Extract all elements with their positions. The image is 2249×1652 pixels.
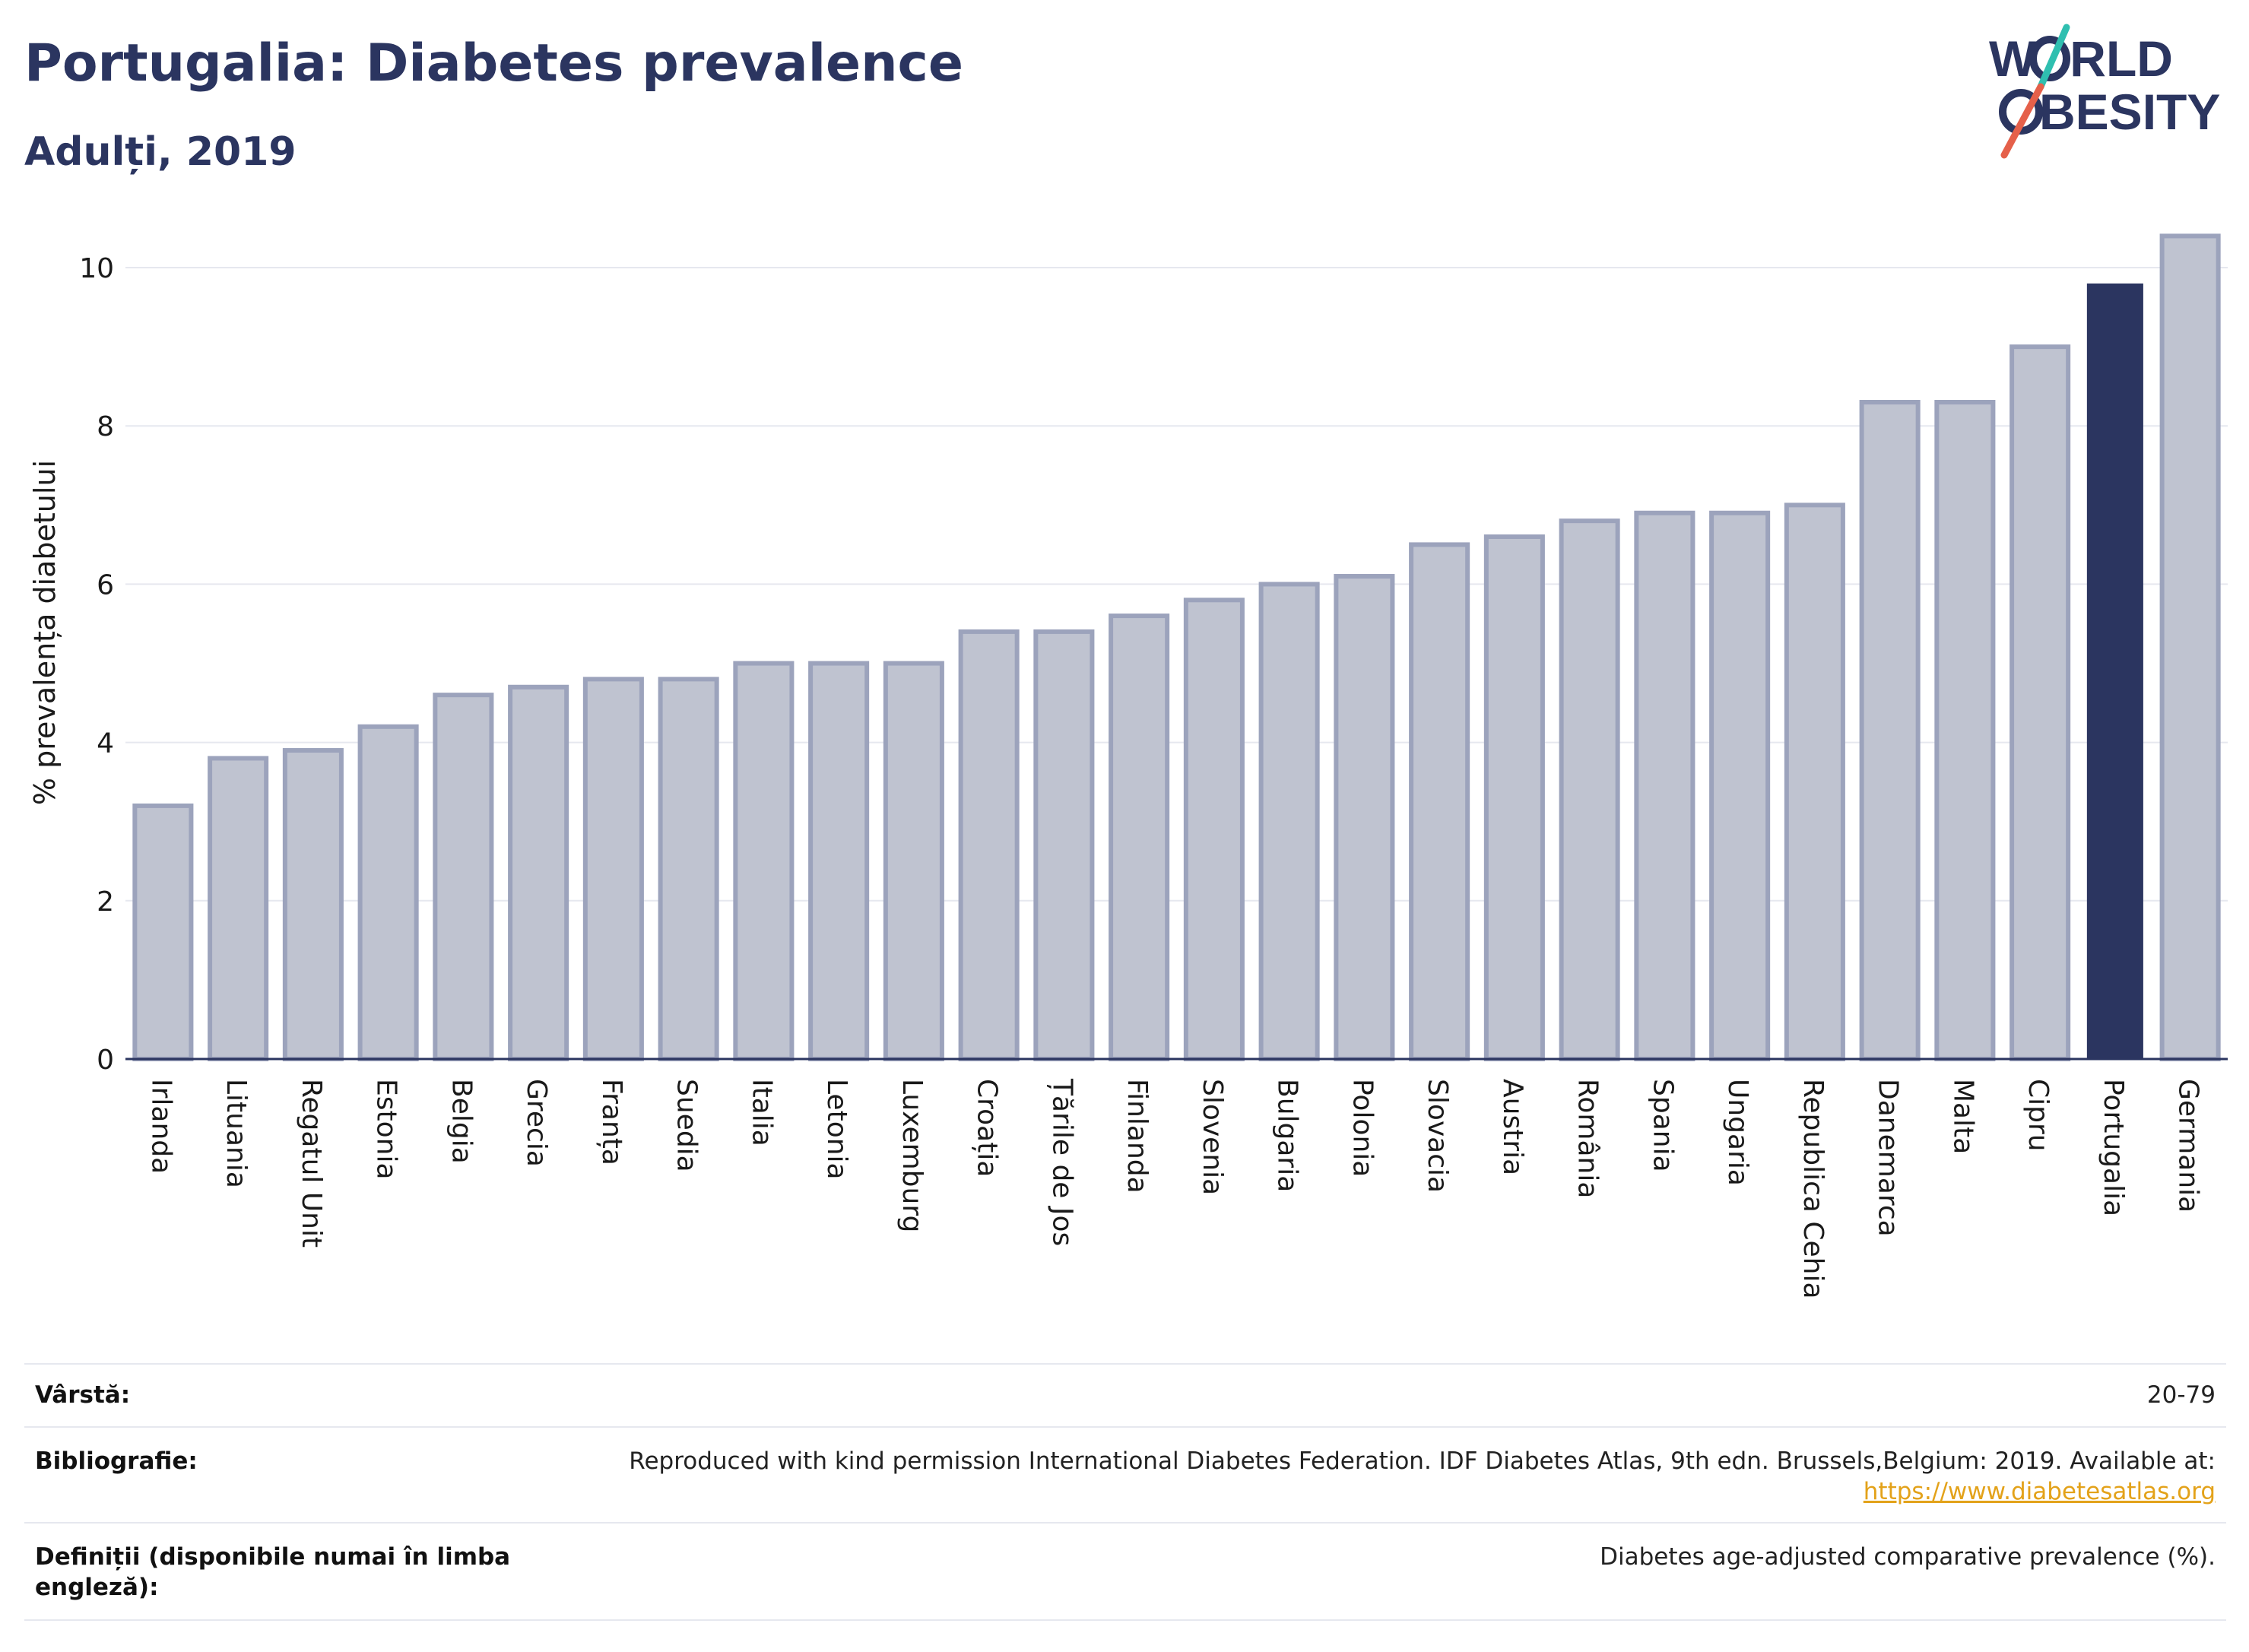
x-tick-label: Estonia	[371, 1079, 402, 1180]
y-tick-label: 4	[97, 728, 114, 759]
world-obesity-logo[interactable]: W RLD BESITY	[1977, 23, 2235, 160]
x-tick-label: Bulgaria	[1272, 1079, 1303, 1192]
bar-slovenia[interactable]	[1183, 598, 1245, 1061]
x-tick-label: Germania	[2173, 1079, 2204, 1213]
logo-o-top	[2029, 36, 2070, 81]
x-tick-label: Luxemburg	[896, 1079, 928, 1232]
bar-suedia[interactable]	[658, 677, 719, 1061]
bar-finlanda[interactable]	[1109, 614, 1170, 1061]
x-tick-label: Letonia	[821, 1079, 852, 1180]
x-tick-label: Lituania	[220, 1079, 252, 1188]
meta-row-bibliography: Bibliografie: Reproduced with kind permi…	[24, 1426, 2226, 1524]
x-tick-label: Croația	[972, 1079, 1003, 1177]
bar-regatul-unit[interactable]	[282, 748, 344, 1061]
page-subtitle: Adulți, 2019	[24, 129, 297, 175]
x-tick-label: Austria	[1497, 1079, 1528, 1175]
x-tick-label: Grecia	[521, 1079, 552, 1167]
bar-belgia[interactable]	[433, 693, 494, 1062]
y-tick-label: 2	[97, 886, 114, 918]
x-tick-label: Spania	[1647, 1079, 1678, 1172]
bar-lituania[interactable]	[208, 756, 269, 1061]
x-tick-label: Suedia	[671, 1079, 703, 1172]
bar-slovacia[interactable]	[1409, 542, 1470, 1061]
bar-bulgaria[interactable]	[1258, 582, 1320, 1061]
bar-ungaria[interactable]	[1709, 510, 1771, 1061]
bar-italia[interactable]	[733, 661, 795, 1061]
x-tick-label: Polonia	[1347, 1079, 1378, 1177]
bar-portugalia[interactable]	[2086, 283, 2143, 1059]
bar-cipru[interactable]	[2010, 344, 2071, 1061]
bibliography-text: Reproduced with kind permission Internat…	[629, 1447, 2216, 1475]
definitions-label-line1: Definiții (disponibile numai în limba	[35, 1543, 511, 1571]
y-tick-label: 10	[79, 253, 114, 284]
logo-rld: RLD	[2070, 30, 2173, 87]
bar-estonia[interactable]	[357, 724, 419, 1061]
bar-chart: 0 2 4 6 8 10 Irlanda Lituania Regatul Unit Estoni…	[28, 233, 2228, 1299]
definitions-label-line2: engleză):	[35, 1574, 159, 1601]
x-tick-label: Malta	[1947, 1079, 1978, 1154]
age-value: 20-79	[2146, 1381, 2216, 1409]
x-tick-label: Slovenia	[1197, 1079, 1228, 1195]
bar-danemarca[interactable]	[1859, 400, 1921, 1061]
bar-polonia[interactable]	[1334, 574, 1395, 1061]
x-tick-label: Cipru	[2022, 1079, 2054, 1152]
page-title: Portugalia: Diabetes prevalence	[24, 33, 963, 94]
x-tick-label: România	[1572, 1079, 1603, 1198]
logo-slash-bottom	[2000, 83, 2044, 159]
bibliography-label: Bibliografie:	[35, 1447, 198, 1475]
bar-irlanda[interactable]	[132, 803, 194, 1062]
y-tick-label: 0	[97, 1045, 114, 1076]
bar-spania[interactable]	[1634, 510, 1695, 1061]
definitions-value: Diabetes age-adjusted comparative preval…	[1600, 1543, 2216, 1571]
x-tick-label: Belgia	[446, 1079, 477, 1164]
x-tick-label: Irlanda	[145, 1079, 176, 1174]
bar-grecia[interactable]	[508, 684, 569, 1061]
y-axis-label: % prevalența diabetului	[28, 460, 62, 805]
y-tick-label: 8	[97, 411, 114, 442]
x-tick-label: Țările de Jos	[1046, 1078, 1077, 1246]
logo-slash-top	[2037, 24, 2070, 90]
age-label: Vârstă:	[35, 1381, 131, 1409]
meta-row-age: Vârstă: 20-79	[24, 1363, 2226, 1428]
bars	[132, 233, 2221, 1062]
bar-franța[interactable]	[582, 677, 644, 1061]
axes: 0 2 4 6 8 10 Irlanda Lituania Regatul Unit Estoni…	[79, 253, 2228, 1299]
bar-croația[interactable]	[958, 629, 1020, 1061]
y-tick-label: 6	[97, 569, 114, 601]
x-tick-label: Danemarca	[1873, 1079, 1904, 1237]
bar-republica-cehia[interactable]	[1784, 503, 1845, 1061]
meta-row-definitions: Definiții (disponibile numai în limba en…	[24, 1522, 2226, 1621]
logo-besity: BESITY	[2039, 84, 2220, 140]
bar-țările-de-jos[interactable]	[1033, 629, 1095, 1061]
x-tick-label: Republica Cehia	[1797, 1079, 1829, 1299]
logo-w: W	[1989, 30, 2037, 87]
bibliography-link[interactable]: https://www.diabetesatlas.org	[1863, 1478, 2216, 1505]
bar-letonia[interactable]	[808, 661, 870, 1061]
bar-austria[interactable]	[1483, 534, 1545, 1061]
x-tick-label: Slovacia	[1422, 1079, 1453, 1193]
x-tick-label: Finlanda	[1121, 1079, 1153, 1194]
bar-românia[interactable]	[1559, 518, 1620, 1061]
x-tick-label: Franța	[596, 1079, 627, 1165]
x-tick-label: Italia	[746, 1079, 777, 1146]
x-tick-label: Ungaria	[1722, 1079, 1753, 1186]
bar-luxemburg[interactable]	[883, 661, 944, 1061]
bar-germania[interactable]	[2159, 233, 2221, 1061]
x-tick-label: Portugalia	[2098, 1079, 2129, 1216]
bar-malta[interactable]	[1934, 400, 1996, 1061]
x-tick-label: Regatul Unit	[296, 1079, 327, 1248]
